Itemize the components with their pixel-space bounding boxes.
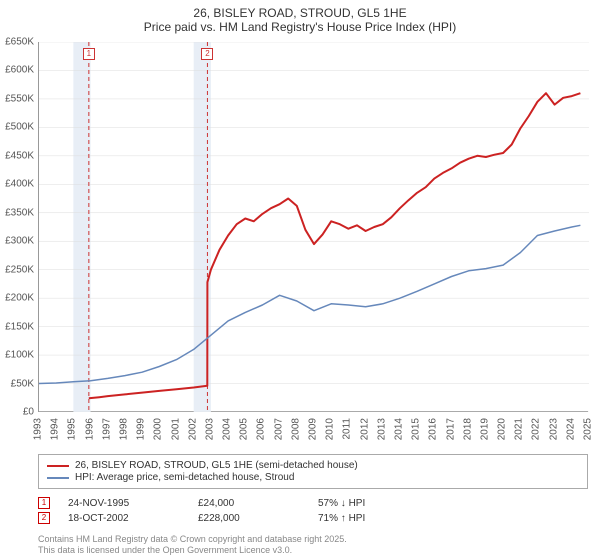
x-tick-label: 1994: [50, 418, 61, 440]
x-axis-labels: 1993199419951996199719981999200020012002…: [38, 414, 588, 454]
legend-label: 26, BISLEY ROAD, STROUD, GL5 1HE (semi-d…: [75, 460, 358, 471]
x-tick-label: 2001: [170, 418, 181, 440]
chart-svg: [39, 42, 589, 412]
x-tick-label: 2013: [376, 418, 387, 440]
x-tick-label: 2002: [187, 418, 198, 440]
transaction-table: 1 24-NOV-1995£24,00057% ↓ HPI 2 18-OCT-2002…: [38, 494, 588, 527]
y-tick-label: £350K: [5, 207, 34, 218]
legend-swatch: [47, 465, 69, 467]
x-tick-label: 2005: [239, 418, 250, 440]
transaction-hpi-diff: 57% ↓ HPI: [318, 498, 438, 509]
x-tick-label: 2017: [445, 418, 456, 440]
y-tick-label: £600K: [5, 65, 34, 76]
x-tick-label: 1995: [67, 418, 78, 440]
y-tick-label: £150K: [5, 321, 34, 332]
y-tick-label: £500K: [5, 122, 34, 133]
y-tick-label: £100K: [5, 350, 34, 361]
y-tick-label: £650K: [5, 37, 34, 48]
footer-line2: This data is licensed under the Open Gov…: [38, 545, 347, 556]
x-tick-label: 2019: [479, 418, 490, 440]
chart-marker-2: 2: [201, 48, 213, 60]
legend-swatch: [47, 477, 69, 479]
footer-line1: Contains HM Land Registry data © Crown c…: [38, 534, 347, 545]
x-tick-label: 2012: [359, 418, 370, 440]
y-tick-label: £0: [23, 407, 34, 418]
legend-item: HPI: Average price, semi-detached house,…: [47, 472, 579, 483]
footer-attribution: Contains HM Land Registry data © Crown c…: [38, 534, 347, 556]
transaction-price: £228,000: [198, 513, 318, 524]
x-tick-label: 2014: [393, 418, 404, 440]
y-tick-label: £300K: [5, 236, 34, 247]
x-tick-label: 1996: [84, 418, 95, 440]
legend: 26, BISLEY ROAD, STROUD, GL5 1HE (semi-d…: [38, 454, 588, 489]
x-tick-label: 2009: [308, 418, 319, 440]
x-tick-label: 2011: [342, 418, 353, 440]
y-tick-label: £400K: [5, 179, 34, 190]
chart-marker-1: 1: [83, 48, 95, 60]
price-chart: 12: [38, 42, 588, 412]
x-tick-label: 2004: [222, 418, 233, 440]
y-tick-label: £550K: [5, 93, 34, 104]
x-tick-label: 2023: [548, 418, 559, 440]
x-tick-label: 1999: [136, 418, 147, 440]
x-tick-label: 2018: [462, 418, 473, 440]
x-tick-label: 2000: [153, 418, 164, 440]
x-tick-label: 2016: [428, 418, 439, 440]
legend-item: 26, BISLEY ROAD, STROUD, GL5 1HE (semi-d…: [47, 460, 579, 471]
y-axis-labels: £0£50K£100K£150K£200K£250K£300K£350K£400…: [0, 42, 36, 412]
x-tick-label: 2015: [411, 418, 422, 440]
transaction-hpi-diff: 71% ↑ HPI: [318, 513, 438, 524]
y-tick-label: £50K: [11, 378, 34, 389]
transaction-marker: 1: [38, 497, 50, 509]
x-tick-label: 1997: [101, 418, 112, 440]
x-tick-label: 2021: [514, 418, 525, 440]
x-tick-label: 2007: [273, 418, 284, 440]
y-tick-label: £450K: [5, 150, 34, 161]
x-tick-label: 2010: [325, 418, 336, 440]
y-tick-label: £200K: [5, 293, 34, 304]
transaction-date: 18-OCT-2002: [68, 513, 198, 524]
transaction-row: 1 24-NOV-1995£24,00057% ↓ HPI: [38, 497, 588, 509]
x-tick-label: 2003: [204, 418, 215, 440]
x-tick-label: 2022: [531, 418, 542, 440]
page-title-line1: 26, BISLEY ROAD, STROUD, GL5 1HE: [0, 6, 600, 20]
page-title-line2: Price paid vs. HM Land Registry's House …: [0, 20, 600, 34]
x-tick-label: 1998: [118, 418, 129, 440]
transaction-price: £24,000: [198, 498, 318, 509]
transaction-row: 2 18-OCT-2002£228,00071% ↑ HPI: [38, 512, 588, 524]
x-tick-label: 2006: [256, 418, 267, 440]
x-tick-label: 2020: [497, 418, 508, 440]
x-tick-label: 2025: [583, 418, 594, 440]
x-tick-label: 1993: [33, 418, 44, 440]
transaction-date: 24-NOV-1995: [68, 498, 198, 509]
x-tick-label: 2024: [565, 418, 576, 440]
x-tick-label: 2008: [290, 418, 301, 440]
y-tick-label: £250K: [5, 264, 34, 275]
legend-label: HPI: Average price, semi-detached house,…: [75, 472, 294, 483]
transaction-marker: 2: [38, 512, 50, 524]
